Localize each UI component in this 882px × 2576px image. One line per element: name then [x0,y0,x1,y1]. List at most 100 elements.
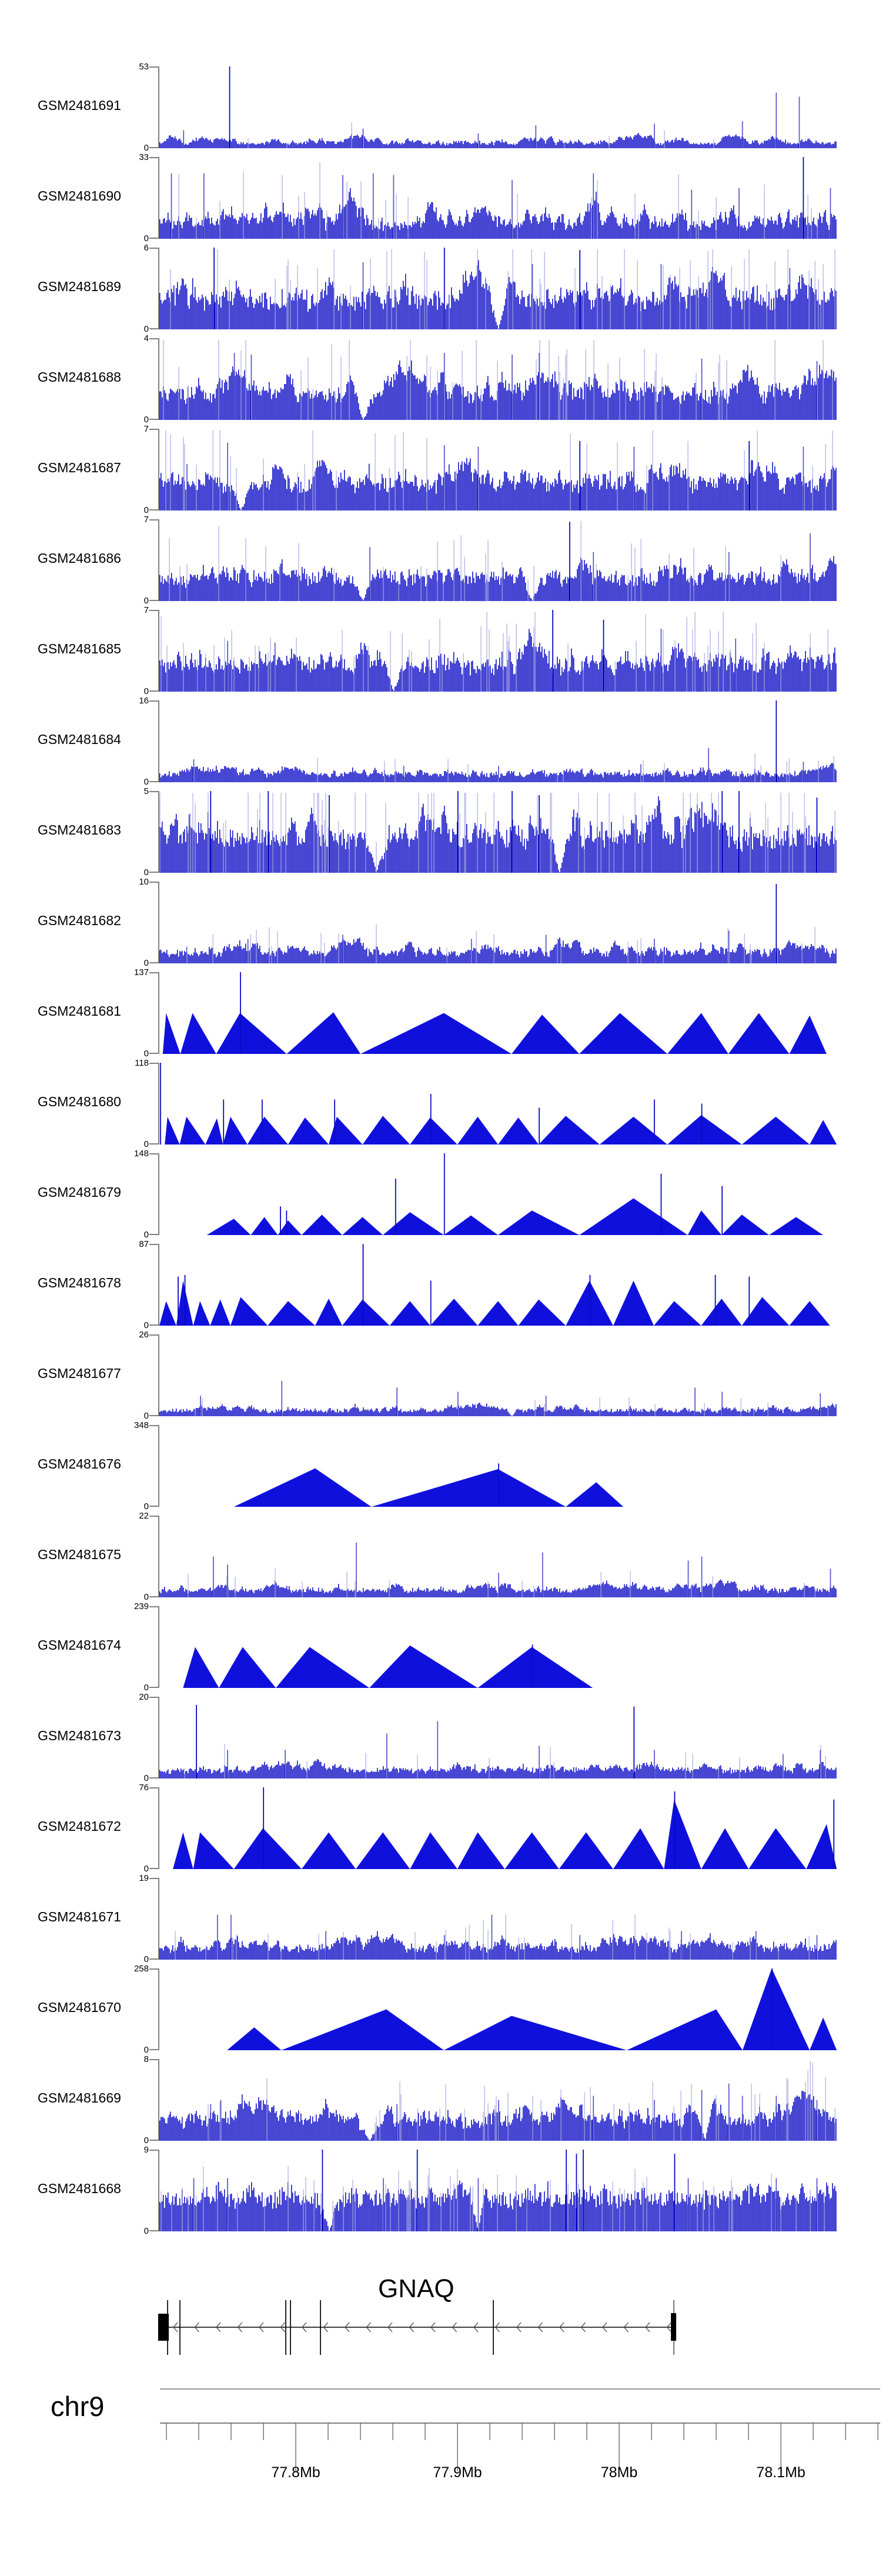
signal-plot [159,520,837,601]
signal-plot [159,972,837,1054]
y-axis-top-tick [149,882,159,883]
y-axis-zero-tick [149,147,159,148]
gene-model [158,2300,676,2355]
track-label: GSM2481682 [38,913,121,928]
axis-zero-value: 0 [143,777,149,787]
y-axis-line [158,791,159,873]
axis-zero-value: 0 [143,324,149,334]
axis-max-value: 7 [143,515,149,525]
signal-plot [159,66,837,148]
track-label: GSM2481677 [38,1366,121,1381]
signal-plot [159,610,837,692]
track-label: GSM2481686 [38,550,121,566]
signal-plot [159,1463,837,1507]
axis-max-value: 7 [143,424,149,434]
signal-plot [159,1704,837,1778]
y-axis-top-tick [149,1334,159,1336]
axis-max-value: 10 [139,877,149,887]
axis-max-value: 239 [133,1601,149,1611]
axis-zero-value: 0 [143,505,149,515]
signal-plot [159,1153,837,1235]
y-axis-line [158,429,159,510]
y-axis-top-tick [149,1153,159,1154]
signal-plot [159,1542,837,1597]
y-axis-zero-tick [149,419,159,420]
y-axis-line [158,1244,159,1326]
y-axis-line [158,66,159,148]
track-label: GSM2481683 [38,822,121,837]
signal-plot [159,1381,837,1416]
y-axis-line [158,610,159,692]
axis-max-value: 6 [143,243,149,253]
signal-plot [159,1644,837,1688]
axis-zero-value: 0 [143,2045,149,2055]
y-axis-line [158,338,159,420]
track-label: GSM2481673 [38,1728,121,1743]
axis-zero-value: 0 [143,1320,149,1330]
y-axis-line [158,248,159,329]
y-axis-zero-tick [149,781,159,782]
axis-zero-value: 0 [143,867,149,877]
track-label: GSM2481690 [38,188,121,203]
axis-max-value: 87 [139,1239,149,1249]
axis-max-value: 5 [143,786,149,796]
y-axis-top-tick [149,1787,159,1788]
signal-plot [159,339,837,420]
y-axis-line [158,519,159,601]
axis-zero-value: 0 [143,1411,149,1421]
chromosome-label: chr9 [51,2391,105,2422]
axis-max-value: 4 [143,333,149,343]
y-axis-top-tick [149,1697,159,1698]
axis-zero-value: 0 [143,1864,149,1874]
track-label: GSM2481669 [38,2090,121,2105]
y-axis-top-tick [149,1968,159,1970]
signal-plot [159,1914,837,1960]
y-axis-top-tick [149,2150,159,2151]
axis-zero-value: 0 [143,596,149,606]
y-axis-zero-tick [149,2230,159,2231]
y-axis-zero-tick [149,1234,159,1235]
signal-plot [159,157,837,239]
axis-max-value: 33 [139,152,149,162]
y-axis-line [158,1606,159,1688]
axis-max-value: 22 [139,1511,149,1521]
track-label: GSM2481691 [38,98,121,113]
y-axis-line [158,1425,159,1507]
axis-max-value: 20 [139,1692,149,1702]
axis-zero-value: 0 [143,958,149,968]
axis-zero-value: 0 [143,686,149,696]
signal-plot [159,430,837,510]
axis-zero-value: 0 [143,415,149,425]
y-axis-top-tick [149,1516,159,1517]
ruler-major-label: 78Mb [600,2464,638,2481]
axis-zero-value: 0 [143,1683,149,1693]
axis-zero-value: 0 [143,1230,149,1240]
track-label: GSM2481670 [38,2000,121,2015]
y-axis-line [158,157,159,239]
ruler-major-label: 78.1Mb [756,2464,806,2481]
y-axis-top-tick [149,1244,159,1245]
y-axis-zero-tick [149,962,159,963]
y-axis-top-tick [149,66,159,68]
axis-zero-value: 0 [143,2226,149,2236]
y-axis-line [158,1153,159,1235]
signal-plot [159,1244,837,1326]
y-axis-line [158,1697,159,1778]
axis-max-value: 7 [143,605,149,615]
y-axis-line [158,882,159,963]
y-axis-line [158,1968,159,2050]
axis-max-value: 53 [139,62,149,72]
ruler-major-label: 77.9Mb [433,2464,482,2481]
track-label: GSM2481678 [38,1275,121,1290]
gene-name-label: GNAQ [378,2274,455,2303]
y-axis-zero-tick [149,1868,159,1869]
y-axis-top-tick [149,610,159,611]
track-label: GSM2481672 [38,1818,121,1834]
axis-max-value: 19 [139,1873,149,1883]
y-axis-top-tick [149,1425,159,1426]
y-axis-line [158,1516,159,1597]
axis-zero-value: 0 [143,1501,149,1511]
y-axis-zero-tick [149,600,159,601]
y-axis-line [158,1334,159,1416]
